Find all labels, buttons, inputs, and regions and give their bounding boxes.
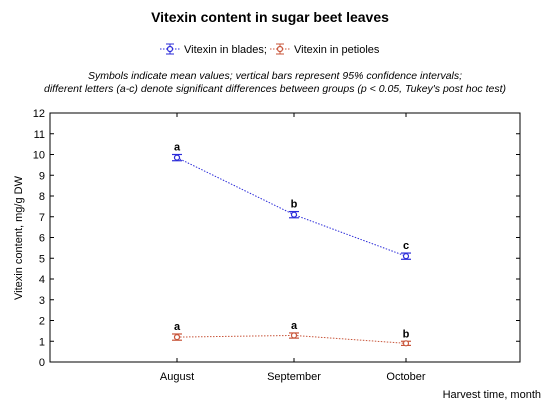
x-axis: August September October [160,113,426,383]
y-tick-label: 5 [39,253,45,265]
chart-note-line-2: different letters (a-c) denote significa… [44,83,506,95]
y-tick-label: 6 [39,233,45,245]
legend-item-1: Vitexin in blades; [160,43,267,56]
y-tick-label: 7 [39,212,45,224]
y-tick-label: 2 [39,316,45,328]
data-point [173,334,181,341]
y-axis-label: Vitexin content, mg/g DW [13,175,25,300]
y-tick-label: 12 [33,108,45,120]
significance-letter: c [403,240,409,252]
data-point [290,211,298,218]
legend-label: Vitexin in blades; [184,44,267,56]
x-tick-label: August [160,371,194,383]
legend-item-2: Vitexin in petioles [270,43,380,56]
y-tick-label: 11 [34,129,45,141]
y-tick-label: 4 [39,274,45,286]
legend-label: Vitexin in petioles [294,44,380,56]
significance-letter: a [291,320,298,332]
significance-letter: a [174,142,181,154]
data-point [290,332,298,339]
x-axis-label: Harvest time, month [443,389,541,401]
plot-border [49,112,521,363]
y-tick-label: 8 [39,191,45,203]
data-point [402,253,410,260]
series-layer: a b c a a b [172,142,411,347]
chart-note-line-1: Symbols indicate mean values; vertical b… [88,70,462,82]
y-tick-label: 0 [39,357,45,369]
significance-letter: b [403,328,410,340]
significance-letter: a [174,321,181,333]
chart-title: Vitexin content in sugar beet leaves [151,9,389,25]
data-point [402,340,410,347]
y-tick-label: 9 [39,170,45,182]
y-tick-label: 1 [39,336,45,348]
plot-frame [49,112,521,363]
x-tick-label: September [267,371,321,383]
significance-letter: b [291,199,298,211]
series-1: a b c [172,142,411,260]
legend: Vitexin in blades; Vitexin in petioles [160,43,380,56]
legend-marker [166,45,174,53]
data-point [173,154,181,161]
y-tick-label: 10 [33,150,45,162]
y-tick-label: 3 [39,295,45,307]
x-tick-label: October [386,371,425,383]
series-2: a ab [172,320,411,347]
legend-marker [276,45,284,53]
